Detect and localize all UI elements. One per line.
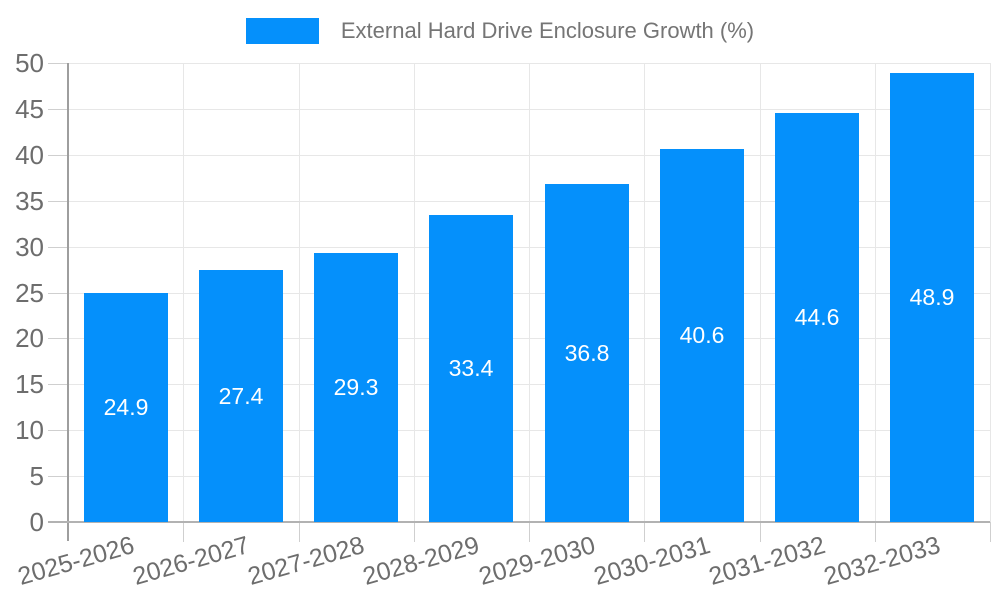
y-tick-label: 20: [15, 323, 44, 353]
y-tick-label: 15: [15, 369, 44, 399]
x-tick: [414, 522, 415, 542]
y-tick-label: 25: [15, 278, 44, 308]
legend-swatch: [245, 18, 319, 44]
bar-value-label: 40.6: [679, 322, 725, 348]
x-gridline: [875, 63, 876, 522]
bar-value-label: 48.9: [909, 284, 955, 310]
x-tick: [990, 522, 991, 542]
y-tick-label: 40: [15, 140, 44, 170]
x-tick: [529, 522, 530, 542]
x-gridline: [183, 63, 184, 522]
x-gridline: [414, 63, 415, 522]
y-tick-label: 45: [15, 94, 44, 124]
y-tick: [48, 155, 68, 156]
y-tick: [48, 109, 68, 110]
bar[interactable]: 48.9: [890, 73, 974, 522]
y-tick-label: 30: [15, 232, 44, 262]
bar[interactable]: 36.8: [545, 184, 629, 522]
y-tick: [48, 430, 68, 431]
x-gridline: [644, 63, 645, 522]
x-axis-line: [48, 521, 990, 523]
y-tick: [48, 247, 68, 248]
bar[interactable]: 24.9: [84, 293, 168, 522]
bar-value-label: 24.9: [103, 394, 149, 420]
bar[interactable]: 40.6: [660, 149, 744, 522]
y-tick-label: 50: [15, 48, 44, 78]
bar[interactable]: 29.3: [314, 253, 398, 522]
bar-value-label: 44.6: [794, 304, 840, 330]
x-gridline: [990, 63, 991, 522]
y-tick: [48, 293, 68, 294]
x-gridline: [760, 63, 761, 522]
y-tick: [48, 63, 68, 64]
bar[interactable]: 44.6: [775, 113, 859, 522]
x-gridline: [529, 63, 530, 522]
y-tick-label: 5: [29, 461, 44, 491]
bar-value-label: 27.4: [218, 382, 264, 409]
legend-label: External Hard Drive Enclosure Growth (%): [340, 18, 755, 43]
x-tick: [875, 522, 876, 542]
bar[interactable]: 33.4: [429, 215, 513, 522]
bar[interactable]: 27.4: [199, 270, 283, 522]
x-gridline: [299, 63, 300, 522]
x-tick: [760, 522, 761, 542]
y-tick: [48, 384, 68, 385]
y-tick: [48, 201, 68, 202]
x-tick: [644, 522, 645, 542]
bar-value-label: 36.8: [564, 339, 610, 366]
y-tick: [48, 476, 68, 477]
x-tick: [299, 522, 300, 542]
bar-value-label: 29.3: [333, 374, 379, 400]
y-tick-label: 35: [15, 186, 44, 216]
y-tick-label: 10: [15, 415, 44, 445]
y-axis-line: [67, 63, 69, 541]
x-tick: [183, 522, 184, 542]
chart-legend[interactable]: External Hard Drive Enclosure Growth (%): [0, 18, 1000, 44]
y-tick-label: 0: [29, 507, 44, 537]
y-tick: [48, 338, 68, 339]
bar-value-label: 33.4: [448, 355, 494, 381]
